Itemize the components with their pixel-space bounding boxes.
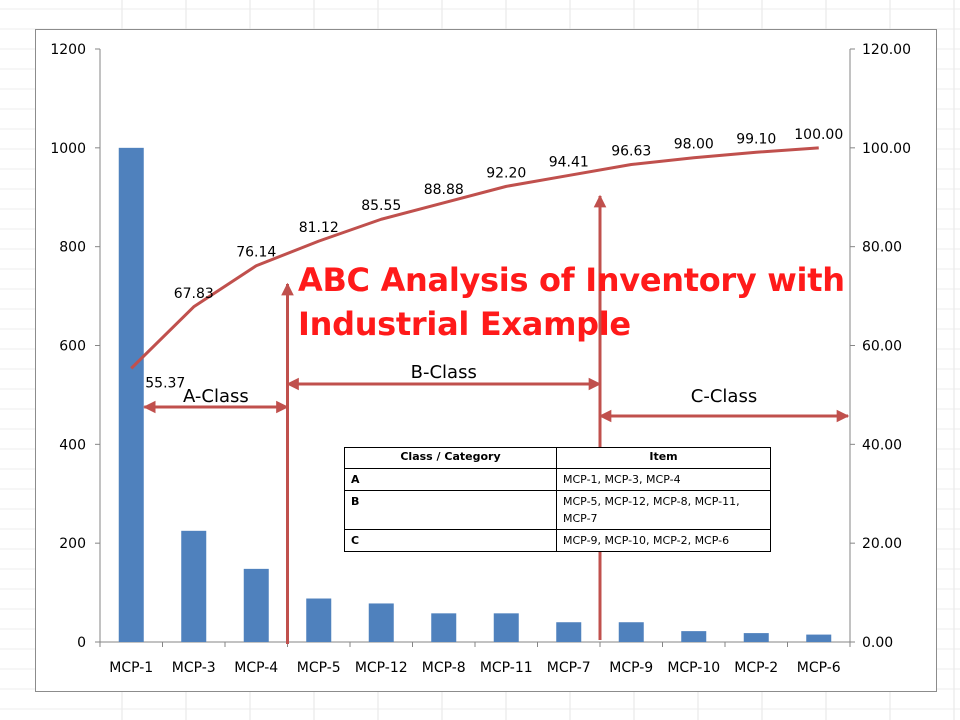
table-cell-category: A [344, 468, 557, 491]
bar [431, 613, 457, 642]
y2-tick-label: 80.00 [862, 240, 902, 256]
bar [306, 598, 332, 642]
x-tick-label: MCP-12 [355, 660, 408, 676]
y2-tick-label: 100.00 [862, 141, 911, 157]
y-tick-label: 1200 [50, 42, 86, 58]
class-c-label: C-Class [691, 386, 757, 407]
bar [743, 633, 769, 642]
line-data-label: 100.00 [794, 127, 843, 143]
y2-tick-label: 0.00 [862, 635, 893, 651]
y-tick-label: 200 [59, 536, 86, 552]
bar [618, 622, 644, 642]
line-data-label: 76.14 [236, 245, 276, 261]
line-data-label: 55.37 [145, 375, 185, 391]
y2-tick-label: 60.00 [862, 339, 902, 355]
table-cell-category: C [344, 529, 557, 552]
line-data-label: 99.10 [736, 131, 776, 147]
x-tick-label: MCP-7 [547, 660, 591, 676]
bar [681, 631, 707, 642]
table-row: A MCP-1, MCP-3, MCP-4 [344, 468, 771, 491]
y2-tick-label: 40.00 [862, 437, 902, 453]
y-tick-label: 1000 [50, 141, 86, 157]
chart-title: ABC Analysis of Inventory with Industria… [298, 261, 845, 343]
bar [368, 603, 394, 642]
table-header-class: Class / Category [344, 447, 557, 469]
table-cell-items: MCP-1, MCP-3, MCP-4 [556, 468, 771, 491]
class-table: Class / Category Item A MCP-1, MCP-3, MC… [344, 447, 771, 552]
line-data-label: 94.41 [549, 154, 589, 170]
y-tick-label: 800 [59, 240, 86, 256]
y2-tick-label: 120.00 [862, 42, 911, 58]
bar [181, 530, 207, 642]
table-cell-items: MCP-9, MCP-10, MCP-2, MCP-6 [556, 529, 771, 552]
y2-tick-label: 20.00 [862, 536, 902, 552]
bar [243, 568, 269, 642]
y-tick-label: 0 [77, 635, 86, 651]
x-tick-label: MCP-11 [480, 660, 533, 676]
line-data-label: 88.88 [424, 182, 464, 198]
x-tick-label: MCP-5 [297, 660, 341, 676]
table-cell-items: MCP-5, MCP-12, MCP-8, MCP-11, MCP-7 [556, 490, 771, 530]
line-data-label: 96.63 [611, 143, 651, 159]
bar [806, 634, 832, 642]
table-row: B MCP-5, MCP-12, MCP-8, MCP-11, MCP-7 [344, 490, 771, 530]
table-row: C MCP-9, MCP-10, MCP-2, MCP-6 [344, 529, 771, 552]
class-a-label: A-Class [183, 386, 249, 407]
x-tick-label: MCP-9 [609, 660, 653, 676]
y-tick-label: 400 [59, 437, 86, 453]
y-tick-label: 600 [59, 339, 86, 355]
x-tick-label: MCP-6 [797, 660, 841, 676]
x-tick-label: MCP-10 [667, 660, 720, 676]
x-tick-label: MCP-2 [734, 660, 778, 676]
bar [118, 147, 144, 643]
table-header-row: Class / Category Item [344, 447, 771, 469]
x-tick-label: MCP-4 [234, 660, 278, 676]
x-tick-label: MCP-8 [422, 660, 466, 676]
table-cell-category: B [344, 490, 557, 530]
table-header-item: Item [556, 447, 771, 469]
x-tick-label: MCP-1 [109, 660, 153, 676]
line-data-label: 92.20 [486, 165, 526, 181]
bar [493, 613, 519, 642]
line-data-label: 67.83 [174, 286, 214, 302]
bar [556, 622, 582, 642]
cumulative-line [130, 146, 819, 370]
x-tick-label: MCP-3 [172, 660, 216, 676]
line-data-label: 81.12 [299, 220, 339, 236]
class-b-label: B-Class [411, 362, 477, 383]
line-data-label: 98.00 [674, 137, 714, 153]
line-data-label: 85.55 [361, 198, 401, 214]
